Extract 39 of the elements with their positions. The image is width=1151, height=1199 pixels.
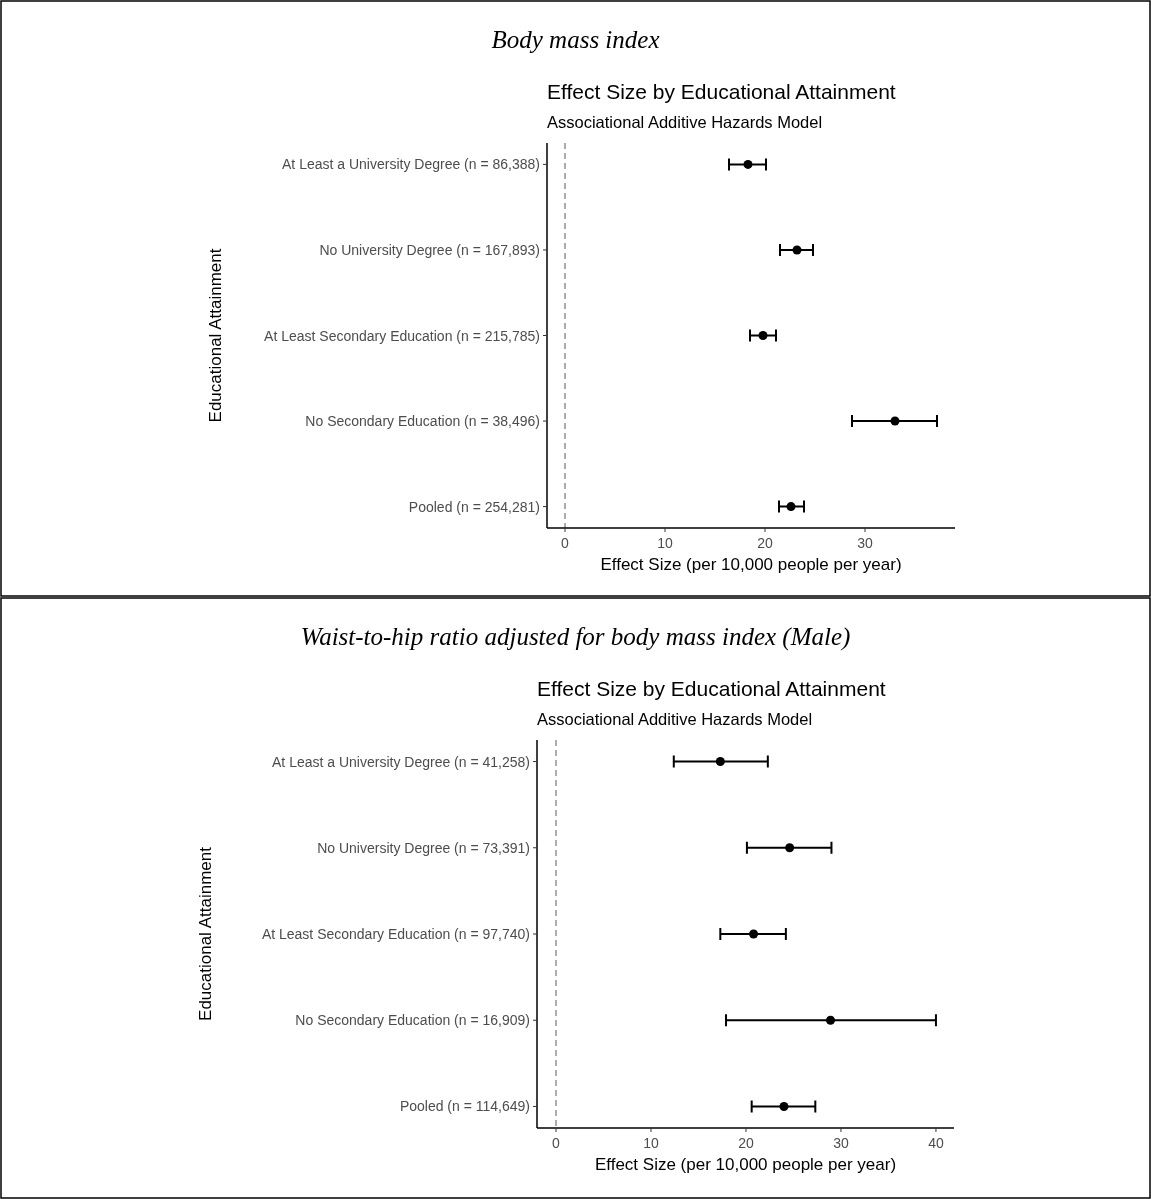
point <box>743 159 753 169</box>
x-tick-label: 0 <box>561 535 570 551</box>
chart-title: Effect Size by Educational Attainment <box>537 677 886 700</box>
point <box>786 502 796 512</box>
text: Body mass index <box>491 26 660 53</box>
point <box>785 843 795 853</box>
chart-title: Effect Size by Educational Attainment <box>547 80 896 103</box>
y-tick-label: At Least Secondary Education (n = 97,740) <box>261 926 530 942</box>
text: Waist-to-hip ratio adjusted for body mass index (Male) <box>300 623 851 651</box>
y-tick-label: No University Degree (n = 167,893) <box>319 241 540 258</box>
chart-subtitle: Associational Additive Hazards Model <box>537 710 813 728</box>
x-axis-title: Effect Size (per 10,000 people per year) <box>600 555 902 574</box>
point <box>758 331 768 340</box>
x-tick-label: 40 <box>928 1135 944 1151</box>
point <box>715 757 725 767</box>
y-tick-label: At Least a University Degree (n = 41,258) <box>272 753 530 770</box>
x-tick-label: 30 <box>857 535 873 551</box>
y-tick-label: No Secondary Education (n = 38,496) <box>305 413 540 430</box>
y-tick-label: At Least Secondary Education (n = 215,785) <box>264 327 540 344</box>
y-tick-label: Pooled (n = 114,649) <box>399 1098 530 1115</box>
chart-subtitle: Associational Additive Hazards Model <box>547 113 823 131</box>
x-tick-label: 0 <box>552 1135 561 1151</box>
point <box>749 929 759 939</box>
x-tick-label: 20 <box>738 1135 754 1151</box>
point <box>792 245 802 255</box>
point <box>890 416 900 426</box>
y-tick-label: No Secondary Education (n = 16,909) <box>295 1012 530 1029</box>
x-tick-label: 20 <box>757 535 773 551</box>
point <box>779 1101 789 1111</box>
y-tick-label: No University Degree (n = 73,391) <box>317 839 530 856</box>
y-axis-title: Educational Attainment <box>196 846 215 1021</box>
x-tick-label: 10 <box>657 535 673 551</box>
x-tick-label: 30 <box>833 1135 849 1151</box>
y-axis-title: Educational Attainment <box>206 248 225 423</box>
x-axis-title: Effect Size (per 10,000 people per year) <box>594 1155 897 1174</box>
y-tick-label: Pooled (n = 254,281) <box>408 498 540 515</box>
x-tick-label: 10 <box>643 1135 659 1151</box>
point <box>826 1015 836 1025</box>
y-tick-label: At Least a University Degree (n = 86,388) <box>282 156 540 173</box>
